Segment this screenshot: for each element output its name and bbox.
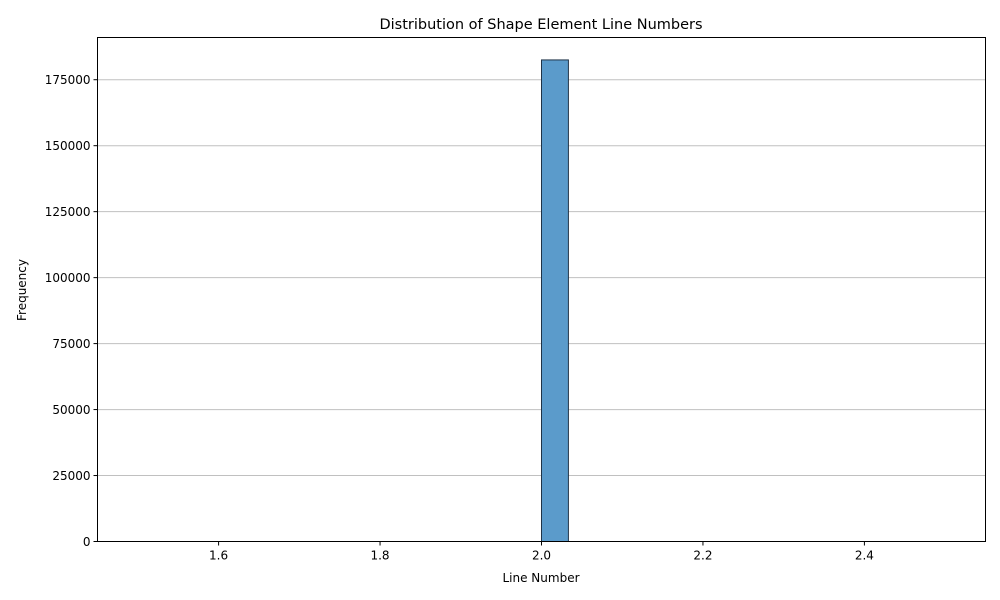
histogram-bars xyxy=(541,59,569,542)
y-tick-label-2: 50000 xyxy=(52,403,90,417)
y-axis-label: Frequency xyxy=(15,259,29,321)
x-tick-label-4: 2.4 xyxy=(855,549,874,563)
y-axis-ticks: 0 25000 50000 75000 100000 125000 150000 175000 xyxy=(45,73,98,549)
x-tick-label-1: 1.8 xyxy=(370,549,389,563)
x-tick-label-3: 2.2 xyxy=(693,549,712,563)
y-tick-label-3: 75000 xyxy=(52,337,90,351)
histogram-bar-15 xyxy=(541,59,569,542)
y-tick-label-0: 0 xyxy=(83,535,91,549)
y-tick-label-7: 175000 xyxy=(45,73,91,87)
x-axis-ticks: 1.6 1.8 2.0 2.2 2.4 xyxy=(209,541,874,563)
y-tick-label-5: 125000 xyxy=(45,205,91,219)
x-axis-label: Line Number xyxy=(502,571,579,585)
x-tick-label-0: 1.6 xyxy=(209,549,228,563)
y-tick-label-4: 100000 xyxy=(45,271,91,285)
chart-title: Distribution of Shape Element Line Numbe… xyxy=(379,17,702,33)
x-tick-label-2: 2.0 xyxy=(532,549,551,563)
y-tick-label-6: 150000 xyxy=(45,139,91,153)
y-tick-label-1: 25000 xyxy=(52,469,90,483)
